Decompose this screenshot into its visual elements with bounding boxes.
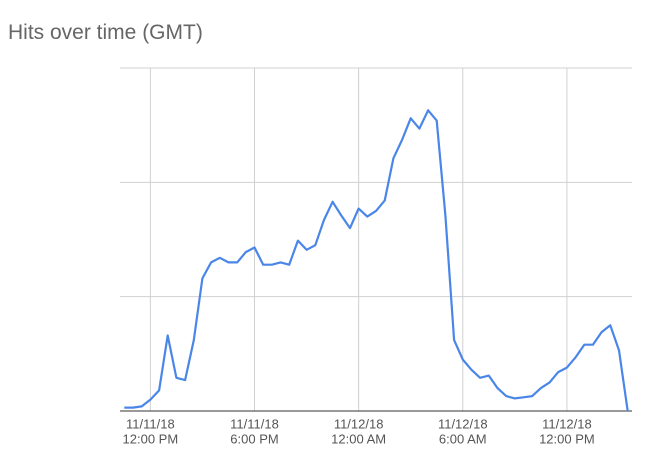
x-tick-label: 6:00 PM — [230, 431, 278, 446]
x-tick-label: 12:00 PM — [123, 431, 179, 446]
x-tick-label: 11/12/18 — [542, 416, 592, 431]
data-line — [124, 109, 629, 412]
x-tick-label: 11/11/18 — [126, 416, 175, 431]
chart-title: Hits over time (GMT) — [8, 21, 203, 44]
x-tick-label: 11/12/18 — [438, 416, 488, 431]
x-tick-label: 12:00 PM — [539, 431, 595, 446]
x-tick-label: 11/12/18 — [334, 416, 384, 431]
x-tick-label: 12:00 AM — [331, 431, 386, 446]
x-tick-label: 6:00 AM — [439, 431, 487, 446]
x-tick-label: 11/11/18 — [230, 416, 279, 431]
